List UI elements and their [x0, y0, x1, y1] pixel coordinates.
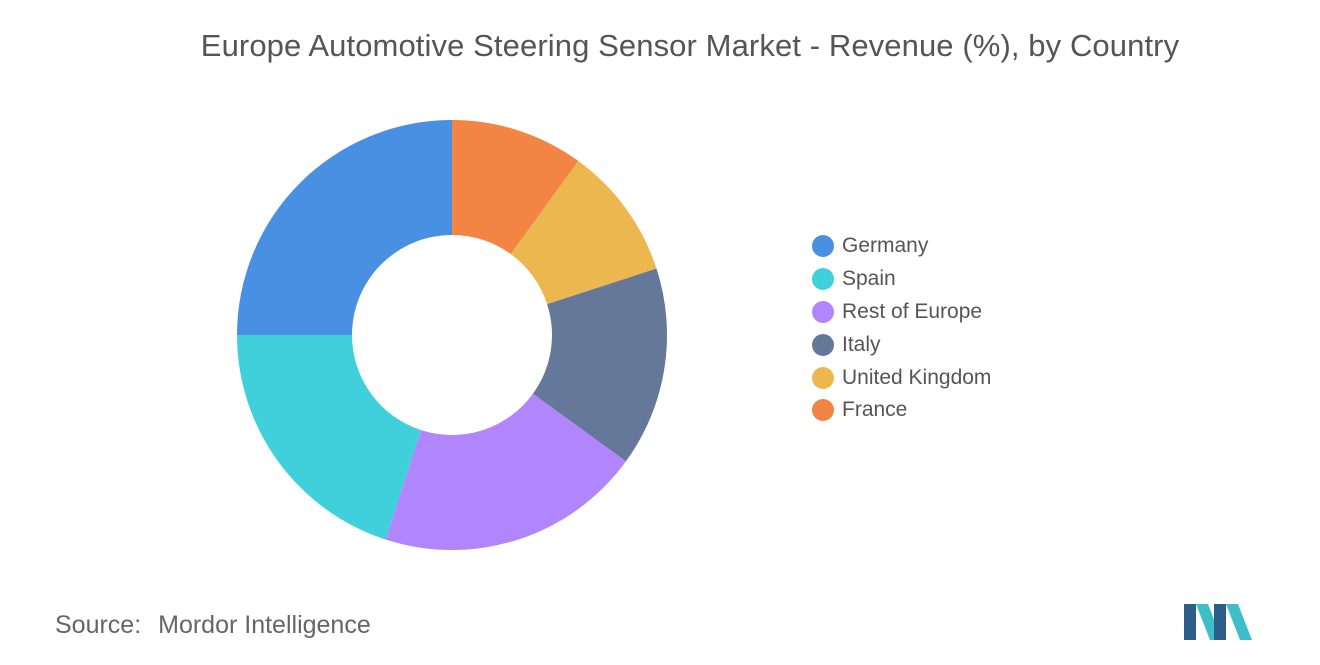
legend-label: Germany — [842, 234, 929, 258]
logo-bar-1 — [1184, 604, 1196, 640]
source-value: Mordor Intelligence — [158, 611, 371, 639]
logo-bar-3 — [1214, 604, 1226, 640]
donut-slice-germany[interactable] — [237, 120, 452, 335]
legend-swatch — [812, 235, 834, 258]
legend-item-italy[interactable]: Italy — [812, 328, 991, 361]
legend-swatch — [812, 333, 834, 356]
legend-item-rest-of-europe[interactable]: Rest of Europe — [812, 296, 991, 329]
legend-label: Italy — [842, 332, 881, 356]
mordor-intelligence-logo-icon — [1184, 604, 1252, 640]
source-note: Source: Mordor Intelligence — [55, 611, 371, 640]
donut-slice-france[interactable] — [452, 120, 579, 255]
legend-item-united-kingdom[interactable]: United Kingdom — [812, 361, 991, 394]
donut-slice-united-kingdom[interactable] — [510, 161, 657, 305]
source-label: Source: — [55, 611, 142, 639]
chart-title: Europe Automotive Steering Sensor Market… — [200, 28, 1180, 63]
legend-label: United Kingdom — [842, 365, 992, 389]
chart-legend: Germany Spain Rest of Europe Italy Unite… — [812, 230, 991, 427]
legend-swatch — [812, 300, 834, 323]
legend-label: Spain — [842, 267, 896, 291]
donut-slices — [237, 120, 667, 551]
donut-slice-rest-of-europe[interactable] — [385, 393, 626, 551]
legend-swatch — [812, 268, 834, 291]
legend-label: France — [842, 398, 908, 422]
donut-slice-spain[interactable] — [237, 335, 422, 540]
donut-slice-italy[interactable] — [532, 268, 667, 462]
logo-bar-4 — [1226, 604, 1252, 640]
legend-label: Rest of Europe — [842, 299, 983, 323]
legend-item-germany[interactable]: Germany — [812, 230, 991, 263]
legend-swatch — [812, 366, 834, 389]
legend-item-france[interactable]: France — [812, 394, 991, 427]
legend-swatch — [812, 399, 834, 422]
legend-item-spain[interactable]: Spain — [812, 263, 991, 296]
